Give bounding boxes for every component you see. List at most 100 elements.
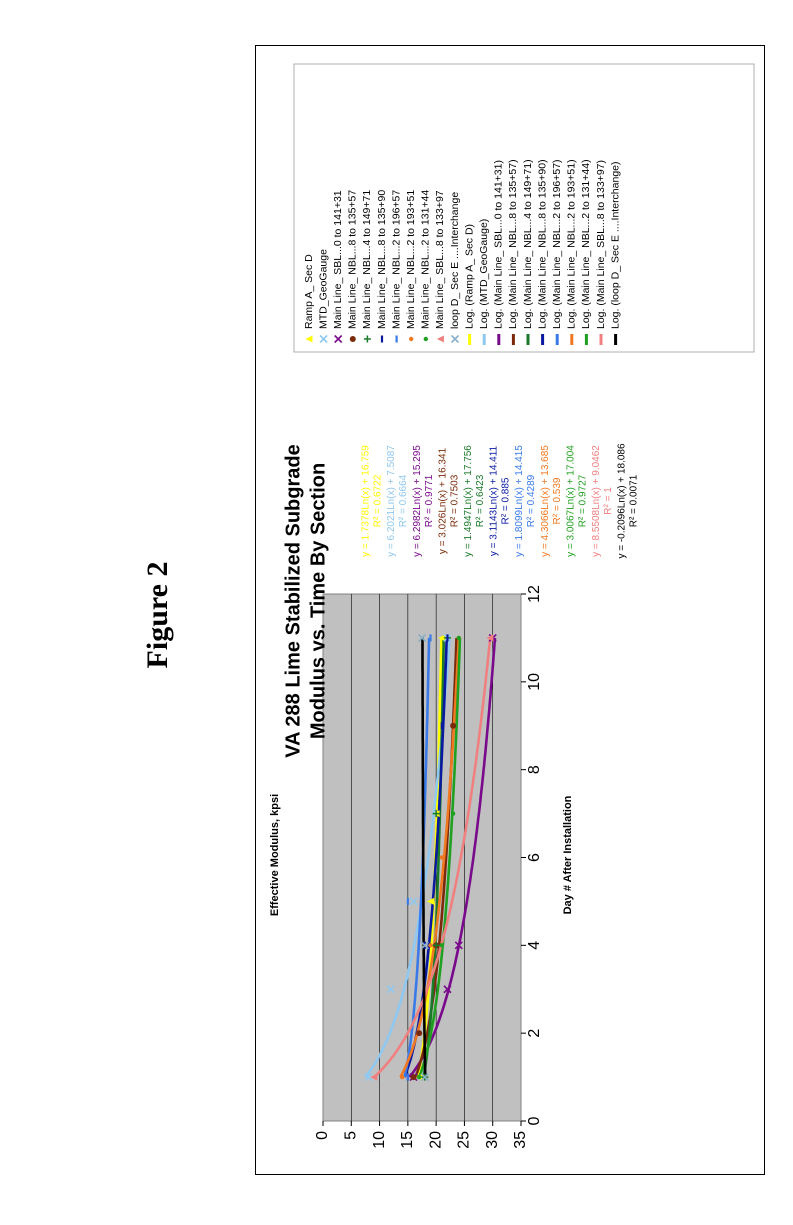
- legend-marker: [349, 336, 356, 342]
- legend-marker: [450, 334, 460, 344]
- legend-label: Log. (Main Line_ SBL...8 to 133+97): [595, 160, 607, 329]
- legend-marker: [334, 334, 343, 344]
- trendline-equation: y = 6.2982Ln(x) + 15.295: [412, 445, 423, 557]
- trendline-equation: y = 3.1143Ln(x) + 14.411: [489, 445, 500, 556]
- trendline-equation: y = 4.3066Ln(x) + 13.685: [540, 445, 551, 557]
- trendline-r2: R² = 0.9727: [577, 474, 588, 527]
- legend-label: Main Line_ NBL...8 to 135+90: [376, 190, 388, 329]
- legend-box: [293, 63, 755, 353]
- legend-marker: [305, 335, 313, 343]
- data-point: [428, 943, 433, 948]
- trendline-r2: R² = 0.7503: [449, 474, 460, 527]
- trendline: [408, 637, 497, 1078]
- legend-label: Log. (Main Line_ NBL...4 to 149+71): [522, 159, 534, 329]
- trendline-equation: y = 8.5508Ln(x) + 9.0462: [591, 445, 602, 557]
- data-point: [432, 941, 440, 949]
- trendline-equation: y = -0.2096Ln(x) + 18.086: [617, 443, 628, 559]
- legend-label: Main Line_ NBL...2 to 196+57: [390, 190, 402, 329]
- legend-label: Main Line_ NBL...4 to 149+71: [361, 190, 373, 329]
- trendline-r2: R² = 0.885: [501, 477, 512, 524]
- legend-marker: [423, 336, 428, 342]
- x-tick-label: 8: [526, 765, 543, 774]
- x-tick-label: 6: [526, 853, 543, 862]
- legend-label: Log. (MTD_GeoGauge): [478, 219, 490, 329]
- trendline-r2: R² = 0.6423: [475, 474, 486, 527]
- trendline-r2: R² = 0.9771: [424, 474, 435, 527]
- data-point: [410, 1074, 417, 1081]
- trendline-r2: R² = 1: [603, 487, 614, 515]
- y-tick-label: 5: [343, 1131, 360, 1140]
- x-tick-label: 10: [526, 673, 543, 691]
- trendline-r2: R² = 0.6722: [373, 474, 384, 527]
- data-point: [416, 1074, 422, 1080]
- data-point: [386, 985, 395, 994]
- legend-label: Ramp A_ Sec D: [303, 254, 315, 329]
- data-point: [370, 1073, 378, 1081]
- trendline-r2: R² = 0.6664: [398, 474, 409, 527]
- legend-label: Log. (Main Line_ SBL...0 to 141+31): [493, 160, 505, 329]
- legend-label: Log. (Main Line_ NBL...2 to 196+57): [551, 159, 563, 329]
- trendline: [417, 637, 462, 1078]
- legend-label: Main Line_ NBL...2 to 193+51: [405, 190, 417, 329]
- legend-label: Log. (Main Line_ NBL...2 to 131+44): [580, 159, 592, 329]
- figure-title-text: Figure 2: [141, 561, 174, 669]
- y-tick-label: 20: [427, 1131, 444, 1149]
- trendline-equation: y = 1.8099Ln(x) + 14.415: [514, 445, 525, 557]
- trendline: [421, 637, 427, 1078]
- data-point: [416, 1030, 423, 1037]
- trendline-r2: R² = 0.4289: [526, 474, 537, 527]
- data-point: [420, 1073, 429, 1082]
- data-point: [426, 897, 434, 905]
- trendline-equation: y = 3.026Ln(x) + 16.341: [437, 447, 448, 554]
- data-point: [417, 633, 427, 642]
- figure-title: Figure 2: [128, 555, 188, 675]
- data-point: [364, 1073, 373, 1082]
- data-point: [400, 1074, 405, 1080]
- data-point: [486, 634, 494, 642]
- data-point: [450, 722, 457, 729]
- legend-label: Log. (loop D_ Sec E ....Interchange): [609, 161, 621, 329]
- chart-title: VA 288 Lime Stabilized Subgrade: [282, 444, 304, 757]
- trendline-equation: y = 3.0067Ln(x) + 17.004: [565, 445, 576, 557]
- y-tick-label: 15: [399, 1131, 416, 1149]
- legend-label: Main Line_ SBL...0 to 141+31: [332, 190, 344, 329]
- data-point: [439, 855, 444, 860]
- legend-label: Main Line_ NBL...8 to 135+57: [347, 190, 359, 329]
- trendline-equation: y = 1.7378Ln(x) + 16.759: [361, 445, 372, 557]
- legend-marker: [363, 335, 371, 343]
- legend-marker: [436, 335, 444, 343]
- legend-label: Log. (Main Line_ NBL...8 to 135+90): [536, 159, 548, 329]
- data-point: [456, 635, 461, 641]
- y-tick-label: 25: [456, 1131, 473, 1149]
- data-point: [454, 941, 463, 950]
- legend-label: Main Line_ SBL...8 to 133+97: [434, 190, 446, 329]
- data-point: [450, 811, 456, 816]
- y-tick-label: 0: [314, 1131, 331, 1140]
- data-point: [420, 941, 429, 950]
- chart-subtitle: Modulus vs. Time By Section: [307, 463, 329, 739]
- legend-label: MTD_GeoGauge: [317, 249, 329, 329]
- legend-label: Log. (Main Line_ NBL...8 to 135+57): [507, 159, 519, 329]
- legend-marker: [319, 334, 328, 344]
- legend-label: Log. (Ramp A_ Sec D): [463, 224, 475, 329]
- data-point: [409, 897, 418, 906]
- data-point: [432, 810, 440, 818]
- data-point: [443, 985, 452, 994]
- y-tick-label: 35: [512, 1131, 529, 1149]
- chart-frame: 0 5 10 15 20 25 30 35 0 2 4 6 8 10 12 Day # After Insta…: [255, 45, 765, 1175]
- trendline: [373, 637, 492, 1079]
- chart: 0 5 10 15 20 25 30 35 0 2 4 6 8 10 12 Day # After Insta…: [269, 63, 755, 1149]
- trendline: [422, 637, 445, 1078]
- data-point: [438, 634, 446, 642]
- x-tick-label: 2: [526, 1029, 543, 1038]
- x-axis-label: Day # After Installation: [562, 795, 574, 914]
- y-tick-label: 30: [484, 1131, 501, 1149]
- trendline-equation: y = 6.2021Ln(x) + 7.5087: [386, 445, 397, 557]
- trendline-r2: R² = 0.0071: [629, 474, 640, 527]
- y-tick-label: 10: [371, 1131, 388, 1149]
- x-tick-label: 0: [526, 1116, 543, 1125]
- legend-label: loop D_ Sec E ....Interchange: [449, 192, 461, 329]
- legend-label: Log. (Main Line_ NBL...2 to 193+51): [566, 159, 578, 329]
- y-axis-label: Effective Modulus, kpsi: [269, 794, 281, 916]
- trendline-equation: y = 1.4947Ln(x) + 17.756: [463, 445, 474, 557]
